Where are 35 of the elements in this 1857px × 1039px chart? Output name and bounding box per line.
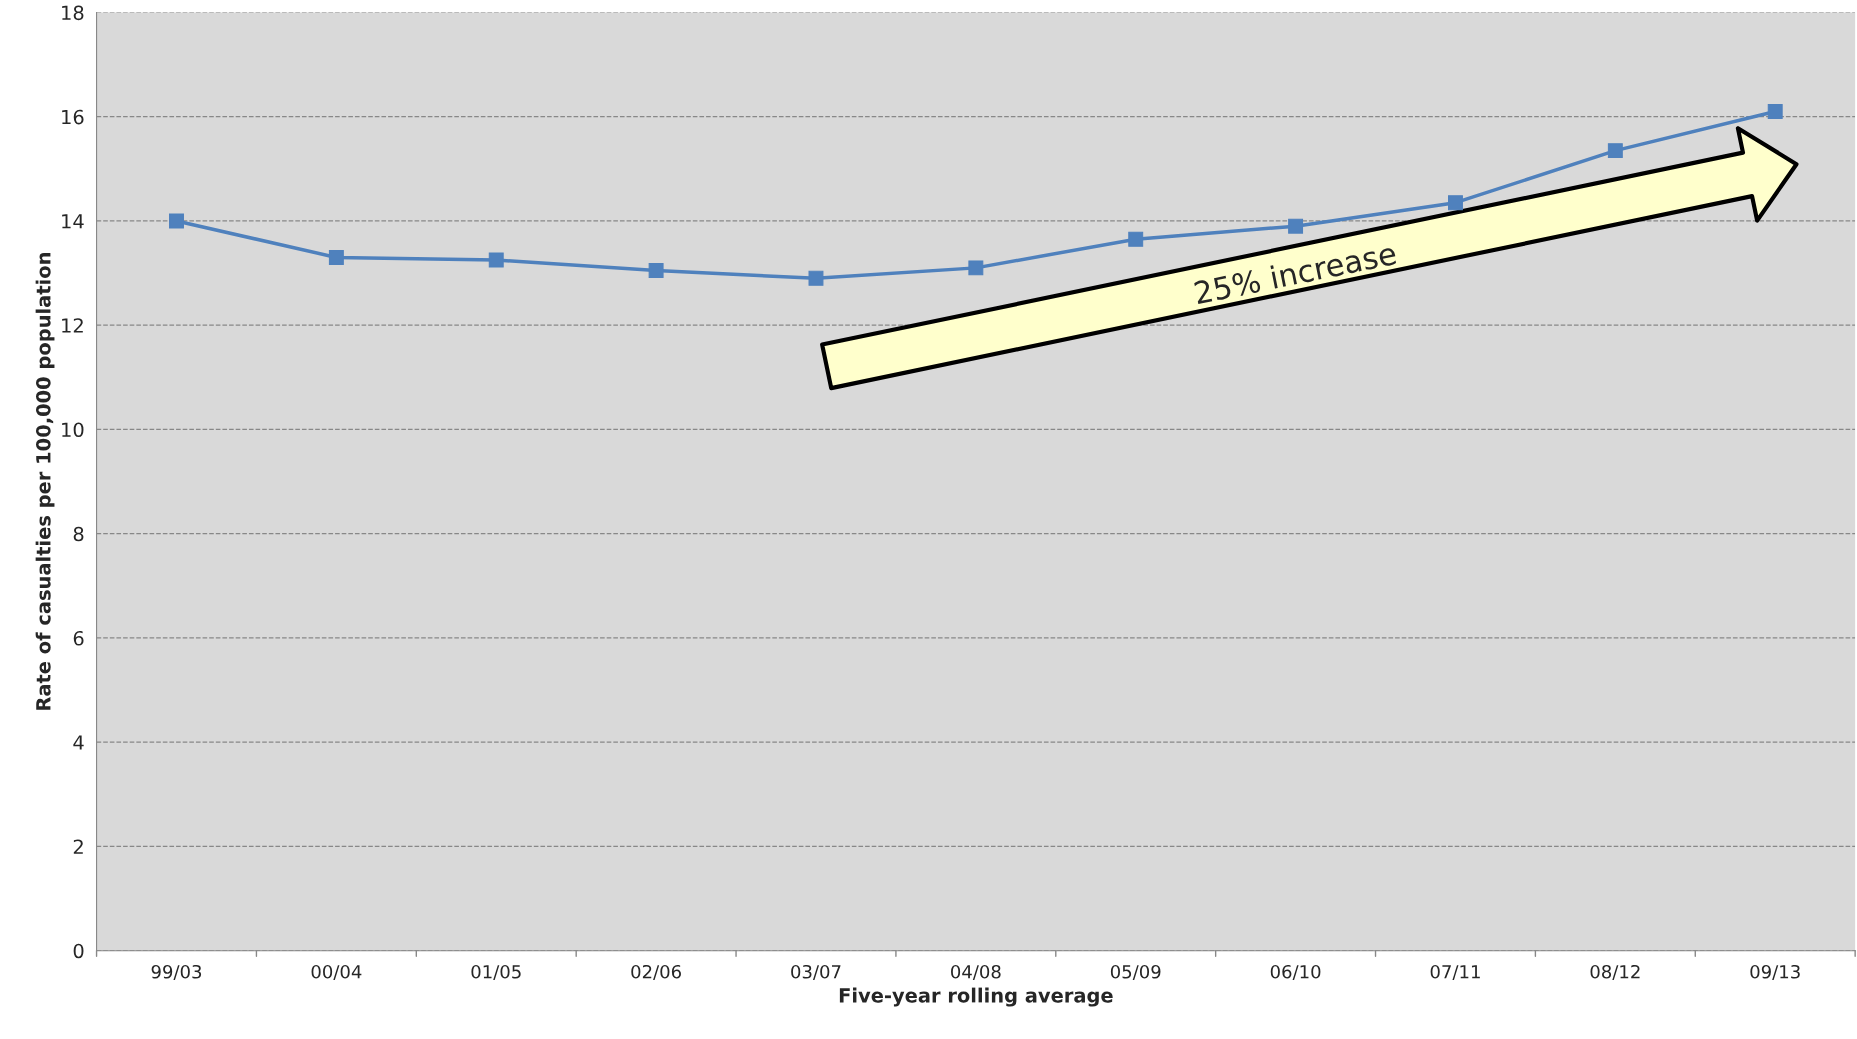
y-tick-label: 4 (73, 735, 84, 750)
point (328, 249, 344, 265)
x-tick-label: 04/08 (951, 964, 1001, 980)
y-axis-title: Rate of casualties per 100,000 population (35, 253, 55, 710)
y-tick-label: 0 (73, 943, 84, 959)
x-tick-label: 00/04 (311, 964, 362, 980)
point (488, 252, 504, 268)
x-tick-label: 02/06 (631, 964, 681, 980)
x-tick-label: 06/10 (1270, 964, 1321, 980)
x-tick-label: 07/11 (1430, 964, 1480, 980)
x-tick-label: 09/13 (1750, 964, 1800, 980)
point (169, 213, 184, 229)
annotation: 25% increase (1193, 240, 1397, 305)
y-tick-label: 16 (62, 109, 84, 125)
point (1448, 195, 1463, 211)
y-tick-label: 8 (73, 526, 84, 542)
y-tick-label: 18 (62, 5, 84, 21)
point (648, 263, 664, 278)
x-tick-label: 03/07 (791, 964, 841, 980)
x-tick-label: 01/05 (471, 964, 521, 980)
point (1288, 218, 1304, 234)
point (1767, 104, 1783, 119)
x-tick-label: 99/03 (151, 964, 202, 980)
y-tick-label: 6 (73, 630, 84, 646)
point (1607, 143, 1623, 159)
y-tick-label: 10 (62, 422, 84, 438)
point (808, 270, 824, 286)
x-axis-title: Five-year rolling average (839, 987, 1113, 1007)
point (1128, 231, 1144, 247)
point (968, 260, 984, 276)
x-tick-label: 08/12 (1590, 964, 1640, 980)
x-tick-label: 05/09 (1110, 964, 1161, 980)
y-tick-label: 14 (62, 214, 84, 229)
y-tick-label: 2 (73, 839, 83, 854)
y-tick-label: 12 (62, 318, 83, 333)
